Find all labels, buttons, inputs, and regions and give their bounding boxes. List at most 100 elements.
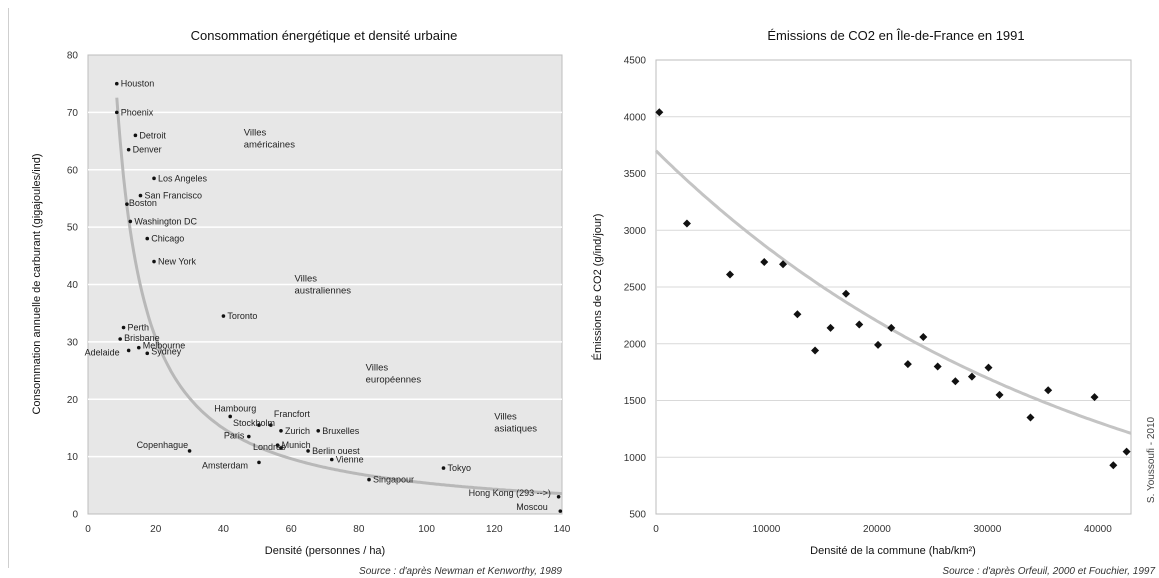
chart2-point bbox=[951, 377, 960, 386]
chart1-x-tick-label: 100 bbox=[418, 524, 435, 535]
chart1-point bbox=[187, 449, 192, 453]
chart1-group-label: Villes australiennes bbox=[295, 274, 352, 297]
chart1-points: Houston Phoenix Detroit Denver Los Angeles Sa… bbox=[85, 79, 563, 513]
chart1-point-label: Los Angeles bbox=[158, 173, 208, 183]
chart2-y-tick-label: 2500 bbox=[624, 283, 647, 294]
chart2-y-tick-label: 1000 bbox=[624, 453, 647, 464]
chart1-point-label: Berlin ouest bbox=[312, 446, 360, 456]
chart2-y-tick-label: 500 bbox=[629, 510, 646, 521]
chart1-point bbox=[126, 147, 131, 152]
chart2-point bbox=[887, 323, 896, 332]
chart1-trend-curve bbox=[115, 97, 562, 495]
chart2-source: Source : d'après Orfeuil, 2000 et Fouchi… bbox=[942, 566, 1155, 577]
chart2-point bbox=[779, 260, 788, 269]
chart1-point-label: Houston bbox=[121, 79, 155, 89]
chart2-y-tick-label: 2000 bbox=[624, 339, 647, 350]
chart2-point bbox=[903, 360, 912, 369]
chart2-point bbox=[855, 320, 864, 329]
chart2-ticks: 500 1000 1500 2000 2500 3000 3500 4000 4500 0 1000… bbox=[624, 56, 1112, 536]
chart1-x-tick-label: 20 bbox=[150, 524, 162, 535]
chart1-point-label: Detroit bbox=[139, 130, 166, 140]
chart1-point-label: Hong Kong (293 -->) bbox=[469, 488, 551, 498]
chart2-point bbox=[655, 108, 664, 117]
chart1-point-label: Bruxelles bbox=[322, 426, 360, 436]
chart1-point bbox=[136, 345, 141, 350]
chart1-point bbox=[257, 460, 261, 465]
chart1-point bbox=[247, 434, 251, 439]
chart1-x-tick-label: 80 bbox=[353, 524, 365, 535]
chart1-point-label: Perth bbox=[128, 323, 150, 333]
chart2-x-axis-label: Densité de la commune (hab/km²) bbox=[810, 545, 976, 557]
chart2-y-tick-label: 3000 bbox=[624, 226, 647, 237]
chart1-point bbox=[257, 423, 261, 427]
chart1-point bbox=[275, 443, 280, 447]
chart1-point bbox=[441, 466, 446, 470]
chart1-y-tick-label: 40 bbox=[67, 280, 79, 291]
chart2-x-tick-label: 40000 bbox=[1084, 524, 1112, 535]
chart2-x-tick-label: 30000 bbox=[973, 524, 1001, 535]
chart2-trend-curve bbox=[654, 149, 1132, 435]
chart1-group-label-line: Villes bbox=[295, 274, 318, 285]
chart1-point-label: Brisbane bbox=[124, 333, 160, 343]
chart2-point bbox=[1026, 413, 1035, 422]
author-credit: S. Youssoufi - 2010 bbox=[1146, 416, 1157, 503]
chart2-point bbox=[760, 258, 769, 267]
chart1-group-label: Villes américaines bbox=[244, 127, 295, 150]
chart1-y-tick-label: 50 bbox=[67, 223, 79, 234]
chart1-point-label: Phoenix bbox=[121, 107, 154, 117]
chart1-point bbox=[114, 110, 119, 115]
chart1-point bbox=[152, 176, 156, 181]
chart1-gridlines bbox=[88, 111, 562, 458]
chart2-x-tick-label: 0 bbox=[653, 524, 659, 535]
chart1-point bbox=[558, 509, 563, 513]
chart1-x-tick-label: 120 bbox=[486, 524, 503, 535]
chart1-point bbox=[145, 351, 150, 356]
chart1-x-tick-label: 140 bbox=[554, 524, 571, 535]
chart1-point-label: Stockholm bbox=[233, 418, 275, 428]
chart1-point bbox=[138, 193, 143, 198]
chart2-point bbox=[1044, 386, 1053, 395]
chart1-point bbox=[279, 429, 283, 433]
chart1-y-tick-label: 10 bbox=[67, 452, 79, 463]
chart2-point bbox=[874, 340, 883, 349]
chart1-group-label-line: Villes bbox=[244, 127, 267, 138]
chart2-point bbox=[811, 346, 820, 355]
chart1-point-label: Boston bbox=[129, 198, 157, 208]
chart2-x-tick-label: 20000 bbox=[863, 524, 891, 535]
chart1-group-label-line: australiennes bbox=[295, 286, 352, 297]
chart1-group-label: Villes européennes bbox=[366, 363, 422, 386]
chart2-point bbox=[1122, 447, 1131, 456]
chart2-point bbox=[984, 363, 993, 372]
chart1-point-label: Sydney bbox=[151, 346, 182, 356]
chart2-point bbox=[1109, 461, 1118, 470]
chart2-gridlines bbox=[656, 116, 1131, 458]
chart2-y-tick-label: 1500 bbox=[624, 396, 647, 407]
chart1-point-label: Londres bbox=[253, 442, 286, 452]
chart1-point bbox=[279, 446, 283, 450]
chart2-point bbox=[933, 362, 942, 371]
chart1-point bbox=[145, 236, 150, 241]
chart1-point bbox=[126, 348, 131, 353]
chart1-group-label: Villes asiatiques bbox=[494, 411, 537, 434]
chart1-point-label: Munich bbox=[282, 440, 311, 450]
chart1-point bbox=[228, 414, 232, 419]
chart1-point-label: Vienne bbox=[336, 454, 364, 464]
chart1-y-tick-label: 20 bbox=[67, 395, 79, 406]
chart1-y-tick-label: 30 bbox=[67, 337, 79, 348]
chart1-y-tick-label: 80 bbox=[67, 51, 79, 62]
chart1-point bbox=[367, 477, 371, 482]
chart1-point bbox=[316, 429, 321, 433]
chart2-x-tick-label: 10000 bbox=[753, 524, 781, 535]
chart2-point bbox=[1090, 393, 1099, 402]
chart2-y-tick-label: 4500 bbox=[624, 56, 647, 67]
chart1-group-label-line: asiatiques bbox=[494, 423, 537, 434]
chart1-y-axis-label: Consommation annuelle de carburant (giga… bbox=[31, 153, 43, 414]
chart1-point bbox=[121, 325, 126, 330]
chart2-point bbox=[826, 323, 835, 332]
chart1-x-tick-label: 0 bbox=[85, 524, 91, 535]
chart1-point-label: Copenhague bbox=[137, 440, 189, 450]
chart1-group-label-line: Villes bbox=[366, 363, 389, 374]
chart1-point bbox=[152, 259, 156, 264]
chart2-point bbox=[919, 332, 928, 341]
